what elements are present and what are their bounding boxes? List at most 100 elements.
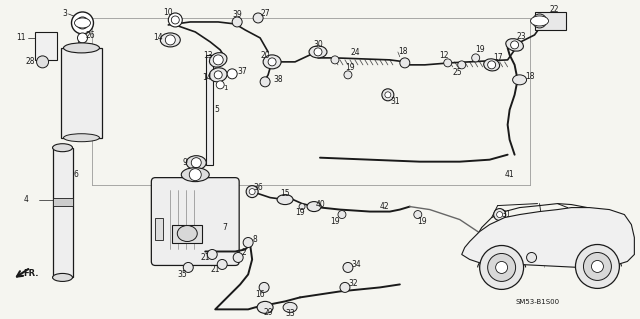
Text: 39: 39 [232,11,242,19]
Text: 19: 19 [475,45,484,55]
Circle shape [168,13,182,27]
Text: 19: 19 [417,217,427,226]
Text: 40: 40 [315,200,325,209]
Circle shape [414,211,422,219]
Text: 31: 31 [502,210,511,219]
Ellipse shape [181,168,209,182]
Circle shape [458,61,466,69]
Circle shape [591,261,604,272]
Text: 18: 18 [525,72,534,81]
Text: 23: 23 [516,33,527,41]
Circle shape [165,35,175,45]
Circle shape [511,41,518,49]
Text: 33: 33 [285,309,295,318]
Circle shape [246,186,258,197]
Text: 1: 1 [223,85,227,91]
Text: 35: 35 [177,270,187,279]
Circle shape [233,252,243,263]
Circle shape [216,81,224,89]
Circle shape [183,263,193,272]
Circle shape [172,16,179,24]
Ellipse shape [484,59,500,71]
Text: 18: 18 [398,48,408,56]
Circle shape [343,263,353,272]
Text: 16: 16 [255,290,265,299]
Circle shape [214,71,222,79]
Text: 22: 22 [550,5,559,14]
Ellipse shape [63,134,99,142]
Text: 2: 2 [242,248,246,257]
Text: 28: 28 [26,57,35,66]
Circle shape [344,71,352,79]
Text: 15: 15 [280,189,290,198]
Circle shape [314,48,322,56]
Text: SM53-B1S00: SM53-B1S00 [515,300,559,305]
Circle shape [400,58,410,68]
Text: 21: 21 [211,265,220,274]
Circle shape [260,77,270,87]
Text: 19: 19 [295,208,305,217]
Bar [172,225,202,242]
Ellipse shape [309,46,327,58]
Circle shape [299,204,305,210]
Text: 34: 34 [351,260,361,269]
Bar [61,48,102,138]
Ellipse shape [209,53,227,67]
Ellipse shape [506,39,524,51]
Text: 13: 13 [204,51,213,60]
Text: 11: 11 [16,33,26,42]
Bar [35,32,56,60]
Circle shape [488,61,495,69]
Circle shape [488,254,516,281]
Text: 4: 4 [23,195,28,204]
FancyBboxPatch shape [151,178,239,265]
Circle shape [191,158,201,168]
Circle shape [72,12,93,34]
Circle shape [207,249,217,259]
Text: 41: 41 [505,170,515,179]
Text: 9: 9 [183,158,188,167]
Circle shape [268,58,276,66]
Circle shape [77,33,88,43]
Circle shape [532,14,547,28]
Ellipse shape [283,302,297,312]
Text: FR.: FR. [23,269,38,278]
Bar [52,197,72,205]
Circle shape [232,17,242,27]
Circle shape [213,55,223,65]
Circle shape [584,252,611,280]
Circle shape [385,92,391,98]
Circle shape [497,211,502,218]
Text: 36: 36 [253,183,263,192]
Text: 30: 30 [313,41,323,49]
Circle shape [243,238,253,248]
Circle shape [36,56,49,68]
Text: 31: 31 [390,97,399,106]
Text: 12: 12 [439,51,449,60]
Circle shape [340,282,350,293]
Ellipse shape [307,202,321,211]
Circle shape [189,169,201,181]
Ellipse shape [161,33,180,47]
Circle shape [575,244,620,288]
Circle shape [249,189,255,195]
Circle shape [227,69,237,79]
Circle shape [479,246,524,289]
Ellipse shape [263,55,281,69]
Text: 14: 14 [202,73,212,82]
Bar [206,55,213,165]
Bar [534,12,566,30]
Text: 5: 5 [215,105,220,114]
Ellipse shape [74,18,90,28]
Bar [52,148,72,278]
Bar [156,218,163,240]
Ellipse shape [277,195,293,204]
Text: 38: 38 [273,75,283,84]
Text: 10: 10 [163,9,173,18]
Text: 19: 19 [330,217,340,226]
Text: 19: 19 [345,63,355,72]
Ellipse shape [52,273,72,281]
Circle shape [495,262,508,273]
Text: 25: 25 [453,68,463,77]
Text: 14: 14 [154,33,163,42]
